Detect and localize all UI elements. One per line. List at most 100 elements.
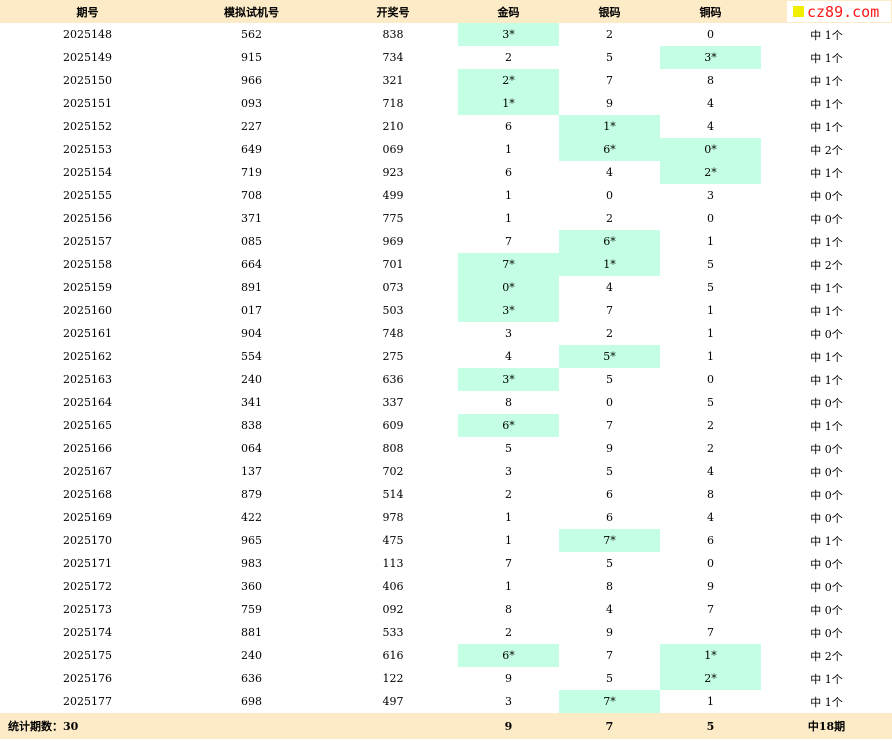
cell-hit: 中 1个 bbox=[810, 672, 843, 686]
cell-silver: 5 bbox=[606, 557, 613, 570]
cell-hit: 中 0个 bbox=[810, 442, 843, 456]
site-logo[interactable]: cz89.com bbox=[787, 1, 891, 22]
cell-sim-number: 137 bbox=[241, 465, 262, 478]
table-row: 2025162 554 275 4 5* 1 中 1个 bbox=[0, 345, 892, 368]
table-row: 2025151 093 718 1* 9 4 中 1个 bbox=[0, 92, 892, 115]
cell-draw-number: 533 bbox=[382, 626, 404, 639]
cell-silver: 7* bbox=[559, 529, 660, 552]
cell-sim-number: 719 bbox=[241, 166, 262, 179]
cell-gold: 1 bbox=[505, 534, 512, 547]
cell-gold: 6* bbox=[458, 644, 559, 667]
cell-bronze: 1 bbox=[707, 304, 714, 317]
cell-gold: 0* bbox=[458, 276, 559, 299]
cell-sim-number: 649 bbox=[241, 143, 262, 156]
cell-sim-number: 371 bbox=[241, 212, 262, 225]
cell-sim-number: 240 bbox=[241, 649, 262, 662]
cell-hit: 中 1个 bbox=[810, 97, 843, 111]
cell-hit: 中 1个 bbox=[810, 695, 843, 709]
cell-silver: 4 bbox=[606, 603, 613, 616]
cell-gold: 8 bbox=[505, 603, 512, 616]
cell-period: 2025150 bbox=[63, 74, 112, 87]
cell-bronze: 0 bbox=[707, 373, 714, 386]
cell-draw-number: 514 bbox=[382, 488, 404, 501]
cell-gold: 8 bbox=[505, 396, 512, 409]
cell-silver: 7 bbox=[606, 74, 613, 87]
summary-bronze-total: 5 bbox=[706, 719, 715, 733]
cell-silver: 9 bbox=[606, 442, 613, 455]
cell-period: 2025164 bbox=[63, 396, 112, 409]
cell-period: 2025170 bbox=[63, 534, 112, 547]
header-sim-number: 模拟试机号 bbox=[224, 5, 279, 19]
table-row: 2025161 904 748 3 2 1 中 0个 bbox=[0, 322, 892, 345]
cell-hit: 中 0个 bbox=[810, 465, 843, 479]
cell-draw-number: 923 bbox=[382, 166, 404, 179]
cell-sim-number: 093 bbox=[241, 97, 262, 110]
summary-empty-sim bbox=[175, 713, 328, 739]
cell-bronze: 3* bbox=[660, 46, 761, 69]
cell-bronze: 0 bbox=[707, 557, 714, 570]
cell-silver: 5 bbox=[606, 373, 613, 386]
cell-hit: 中 1个 bbox=[810, 350, 843, 364]
cell-hit: 中 1个 bbox=[810, 28, 843, 42]
cell-gold: 3 bbox=[505, 327, 512, 340]
cell-hit: 中 1个 bbox=[810, 51, 843, 65]
table-row: 2025153 649 069 1 6* 0* 中 2个 bbox=[0, 138, 892, 161]
cell-bronze: 2 bbox=[707, 442, 714, 455]
table-row: 2025160 017 503 3* 7 1 中 1个 bbox=[0, 299, 892, 322]
cell-draw-number: 838 bbox=[382, 28, 404, 41]
cell-hit: 中 1个 bbox=[810, 235, 843, 249]
cell-draw-number: 210 bbox=[382, 120, 404, 133]
cell-bronze: 4 bbox=[707, 511, 714, 524]
cell-bronze: 0* bbox=[660, 138, 761, 161]
table-body: 2025148 562 838 3* 2 0 中 1个 2025149 915 734 2 5 3* 中 … bbox=[0, 23, 892, 713]
summary-gold-total: 9 bbox=[504, 719, 513, 733]
cell-hit: 中 0个 bbox=[810, 396, 843, 410]
cell-bronze: 5 bbox=[707, 281, 714, 294]
cell-period: 2025159 bbox=[63, 281, 112, 294]
cell-period: 2025152 bbox=[63, 120, 112, 133]
header-bronze: 铜码 bbox=[699, 5, 722, 19]
cell-sim-number: 879 bbox=[241, 488, 262, 501]
cell-gold: 2* bbox=[458, 69, 559, 92]
cell-gold: 9 bbox=[505, 672, 512, 685]
table-row: 2025157 085 969 7 6* 1 中 1个 bbox=[0, 230, 892, 253]
cell-sim-number: 881 bbox=[241, 626, 262, 639]
cell-draw-number: 497 bbox=[382, 695, 404, 708]
cell-sim-number: 664 bbox=[241, 258, 262, 271]
cell-gold: 2 bbox=[505, 626, 512, 639]
cell-bronze: 3 bbox=[707, 189, 714, 202]
cell-hit: 中 2个 bbox=[810, 649, 843, 663]
cell-silver: 1* bbox=[559, 115, 660, 138]
cell-period: 2025168 bbox=[63, 488, 112, 501]
cell-silver: 0 bbox=[606, 396, 613, 409]
cell-sim-number: 422 bbox=[241, 511, 262, 524]
cell-hit: 中 1个 bbox=[810, 304, 843, 318]
cell-draw-number: 978 bbox=[382, 511, 404, 524]
cell-silver: 5 bbox=[606, 465, 613, 478]
cell-draw-number: 503 bbox=[382, 304, 404, 317]
cell-draw-number: 475 bbox=[382, 534, 404, 547]
table-row: 2025171 983 113 7 5 0 中 0个 bbox=[0, 552, 892, 575]
cell-draw-number: 748 bbox=[382, 327, 404, 340]
cell-silver: 7 bbox=[606, 419, 613, 432]
cell-hit: 中 1个 bbox=[810, 419, 843, 433]
cell-draw-number: 718 bbox=[382, 97, 404, 110]
cell-period: 2025165 bbox=[63, 419, 112, 432]
cell-bronze: 1 bbox=[707, 327, 714, 340]
cell-draw-number: 609 bbox=[382, 419, 404, 432]
cell-period: 2025169 bbox=[63, 511, 112, 524]
table-row: 2025152 227 210 6 1* 4 中 1个 bbox=[0, 115, 892, 138]
cell-hit: 中 2个 bbox=[810, 258, 843, 272]
cell-gold: 2 bbox=[505, 51, 512, 64]
cell-sim-number: 708 bbox=[241, 189, 262, 202]
cell-gold: 1* bbox=[458, 92, 559, 115]
cell-draw-number: 337 bbox=[382, 396, 404, 409]
header-period: 期号 bbox=[76, 5, 99, 19]
table-row: 2025177 698 497 3 7* 1 中 1个 bbox=[0, 690, 892, 713]
cell-bronze: 1 bbox=[707, 235, 714, 248]
summary-label: 统计期数：30 bbox=[8, 720, 79, 733]
cell-sim-number: 966 bbox=[241, 74, 262, 87]
cell-draw-number: 499 bbox=[382, 189, 404, 202]
cell-bronze: 1 bbox=[707, 350, 714, 363]
